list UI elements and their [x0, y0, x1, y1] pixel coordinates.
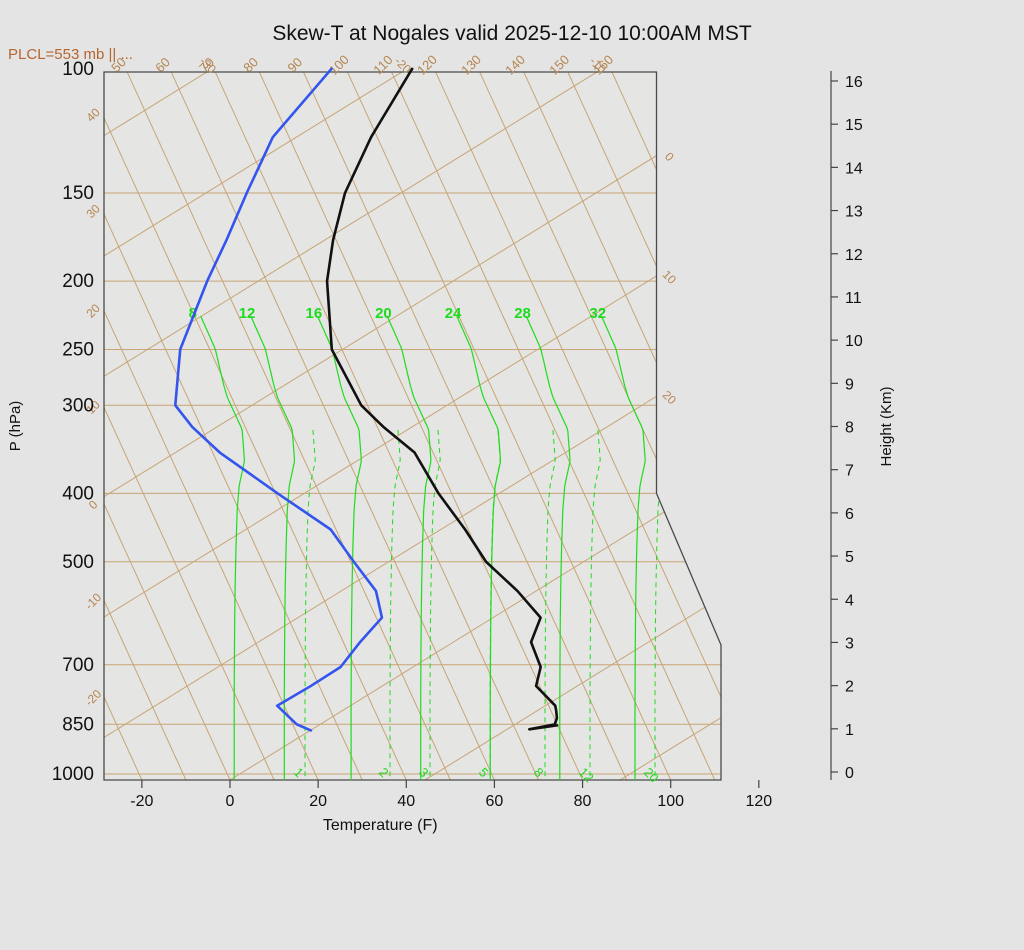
svg-text:80: 80	[574, 793, 592, 810]
svg-text:28: 28	[514, 305, 531, 322]
svg-text:0: 0	[226, 793, 235, 810]
svg-text:10: 10	[845, 333, 863, 350]
svg-text:1: 1	[845, 722, 854, 739]
svg-text:30: 30	[83, 201, 103, 221]
svg-text:850: 850	[62, 714, 94, 735]
svg-text:20: 20	[309, 793, 327, 810]
svg-text:20: 20	[83, 301, 103, 321]
svg-text:7: 7	[845, 463, 854, 480]
svg-text:4: 4	[845, 592, 854, 609]
svg-text:11: 11	[845, 290, 862, 307]
svg-text:8: 8	[845, 420, 854, 437]
svg-text:700: 700	[62, 655, 94, 676]
svg-text:100: 100	[62, 59, 94, 80]
svg-text:40: 40	[83, 105, 103, 125]
svg-text:15: 15	[845, 117, 863, 134]
svg-text:16: 16	[845, 74, 863, 91]
svg-text:12: 12	[845, 247, 863, 264]
svg-text:60: 60	[486, 793, 504, 810]
svg-text:32: 32	[589, 305, 606, 322]
svg-text:3: 3	[845, 635, 854, 652]
svg-text:150: 150	[62, 183, 94, 204]
svg-text:250: 250	[62, 339, 94, 360]
svg-text:100: 100	[657, 793, 684, 810]
svg-text:P (hPa): P (hPa)	[7, 401, 24, 452]
svg-text:300: 300	[62, 395, 94, 416]
svg-text:0: 0	[845, 765, 854, 782]
svg-text:5: 5	[845, 549, 854, 566]
svg-text:13: 13	[845, 204, 863, 221]
svg-text:40: 40	[397, 793, 415, 810]
svg-text:6: 6	[845, 506, 854, 523]
svg-text:200: 200	[62, 271, 94, 292]
svg-text:14: 14	[845, 160, 863, 177]
svg-text:16: 16	[306, 305, 323, 322]
svg-text:20: 20	[375, 305, 392, 322]
svg-text:120: 120	[745, 793, 772, 810]
svg-text:0: 0	[662, 149, 677, 164]
svg-text:12: 12	[239, 305, 256, 322]
svg-text:1000: 1000	[52, 764, 94, 785]
svg-text:-20: -20	[82, 687, 104, 709]
svg-text:500: 500	[62, 552, 94, 573]
svg-text:Temperature (F): Temperature (F)	[323, 817, 438, 834]
svg-text:9: 9	[845, 376, 854, 393]
svg-text:Height (Km): Height (Km)	[878, 386, 895, 466]
svg-text:10: 10	[660, 267, 680, 287]
svg-text:400: 400	[62, 483, 94, 504]
svg-text:2: 2	[845, 679, 854, 696]
svg-text:24: 24	[445, 305, 462, 322]
svg-text:-10: -10	[82, 590, 104, 612]
svg-text:20: 20	[660, 388, 680, 408]
svg-text:-20: -20	[130, 793, 153, 810]
